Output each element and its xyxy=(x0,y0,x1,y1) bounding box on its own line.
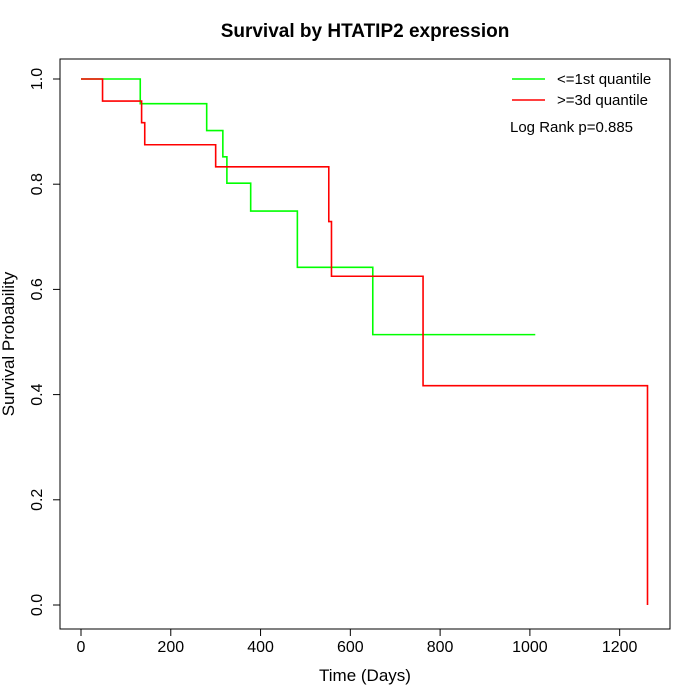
x-axis: 0 200 400 600 800 1000 1200 xyxy=(77,628,638,656)
legend: <=1st quantile >=3d quantile xyxy=(512,71,651,109)
chart-title: Survival by HTATIP2 expression xyxy=(221,21,510,42)
x-axis-label: Time (Days) xyxy=(319,666,411,685)
x-tick-label: 0 xyxy=(77,639,86,656)
series-line-1 xyxy=(81,78,536,336)
y-tick-label: 0.4 xyxy=(29,383,46,405)
y-tick-label: 1.0 xyxy=(29,68,46,90)
series-line-2 xyxy=(81,78,649,605)
y-axis-label: Survival Probability xyxy=(0,271,18,416)
x-tick-label: 400 xyxy=(247,639,274,656)
y-tick-label: 0.6 xyxy=(29,278,46,300)
y-tick-label: 0.0 xyxy=(29,594,46,616)
log-rank-annotation: Log Rank p=0.885 xyxy=(510,119,633,136)
legend-label-2: >=3d quantile xyxy=(557,92,648,109)
y-axis: 0.0 0.2 0.4 0.6 0.8 1.0 xyxy=(29,68,61,616)
x-tick-label: 1200 xyxy=(602,639,638,656)
series-layer xyxy=(81,78,649,605)
x-tick-label: 200 xyxy=(157,639,184,656)
x-tick-label: 1000 xyxy=(512,639,548,656)
x-tick-label: 800 xyxy=(427,639,454,656)
y-tick-label: 0.2 xyxy=(29,489,46,511)
x-tick-label: 600 xyxy=(337,639,364,656)
legend-label-1: <=1st quantile xyxy=(557,71,651,88)
y-tick-label: 0.8 xyxy=(29,173,46,195)
